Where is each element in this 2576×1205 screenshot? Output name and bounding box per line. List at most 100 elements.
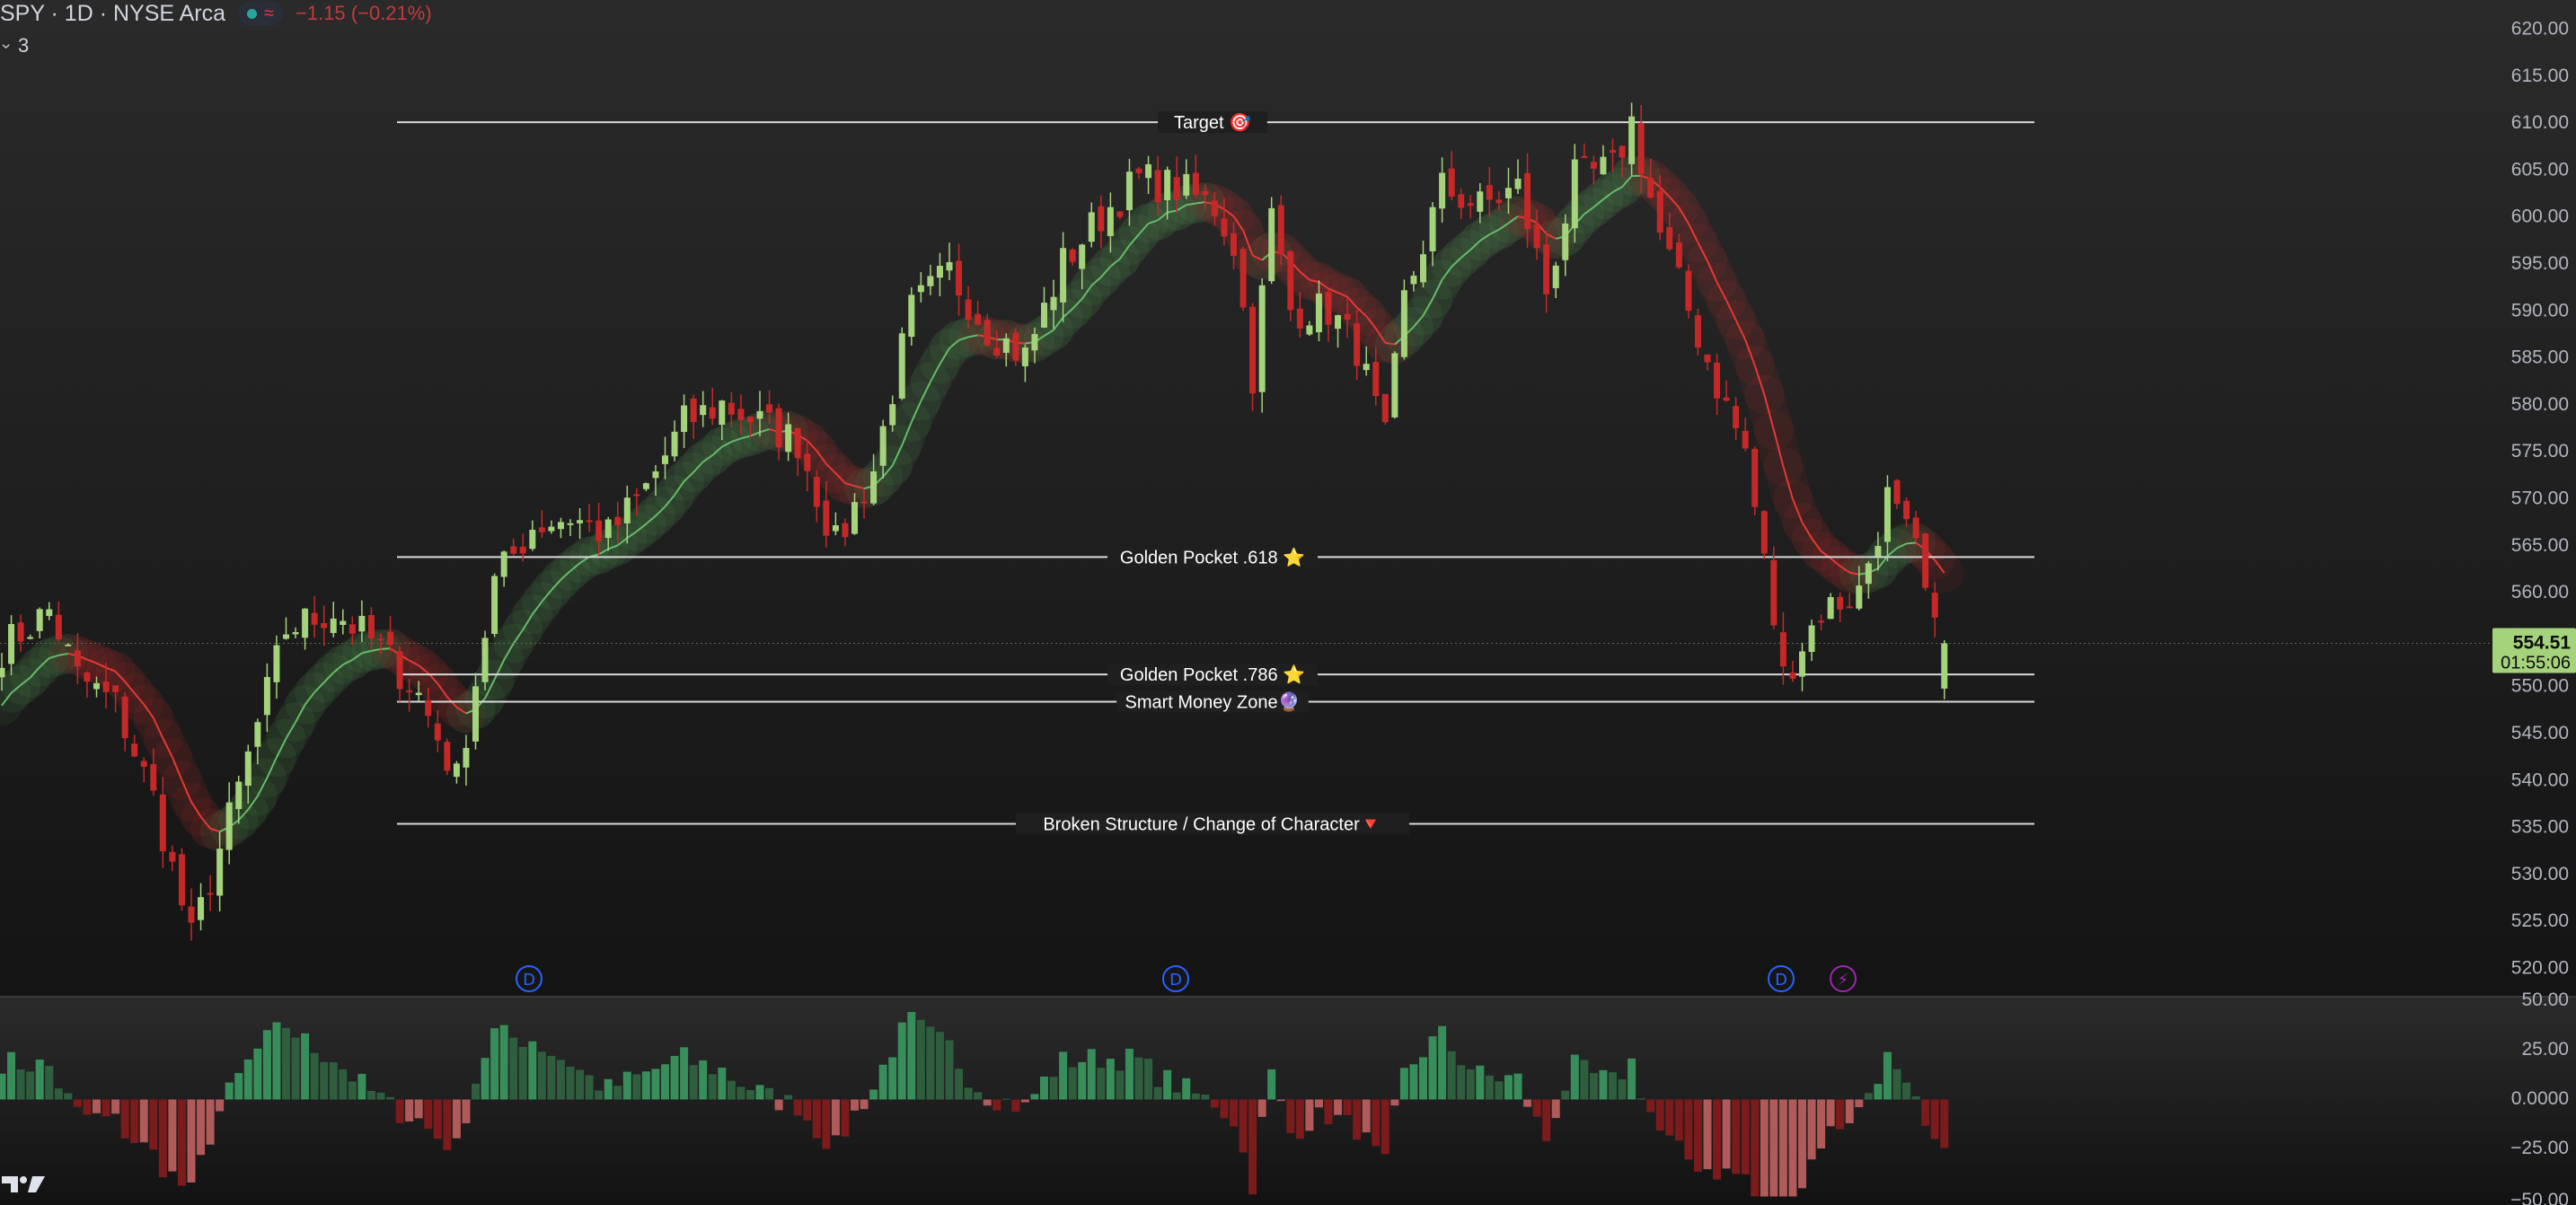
ma-line-segment — [854, 485, 865, 490]
candle — [709, 387, 716, 426]
candle — [1524, 153, 1531, 249]
candle — [1296, 291, 1303, 338]
dividend-marker-icon[interactable]: D — [1768, 965, 1795, 992]
candle — [870, 453, 878, 506]
market-status-pill[interactable]: ≈ — [238, 1, 283, 26]
annotation-lines[interactable]: Target 🎯 Golden Pocket .618 ⭐ Golden Pocke… — [0, 111, 2492, 835]
candle-body — [548, 526, 555, 532]
histogram-bar — [158, 1099, 167, 1178]
price-axis-label: 595.00 — [2511, 253, 2569, 274]
histogram-bar — [1751, 1099, 1760, 1197]
candle — [1448, 150, 1455, 201]
ma-line-segment — [664, 494, 675, 507]
candle — [1779, 611, 1786, 685]
price-tag-bg — [2492, 628, 2576, 673]
candle — [823, 480, 830, 548]
histogram-bar — [604, 1078, 613, 1100]
candle — [1031, 327, 1038, 364]
annotation-1[interactable]: Golden Pocket .618 ⭐ — [397, 546, 2034, 568]
candle-body — [1571, 159, 1578, 229]
annotation-2[interactable]: Golden Pocket .786 ⭐ — [397, 664, 2034, 686]
candle-body — [595, 520, 603, 541]
ma-line-segment — [361, 649, 372, 655]
annotation-0[interactable]: Target 🎯 — [397, 111, 2034, 134]
candle — [671, 420, 678, 462]
histogram-bar — [348, 1081, 357, 1100]
ma-line-segment — [1432, 278, 1443, 300]
histogram-bar — [1807, 1099, 1816, 1160]
earnings-flash-icon[interactable]: ⚡ — [1830, 965, 1857, 992]
candle — [1116, 211, 1124, 220]
candle-body — [813, 477, 820, 507]
candle-body — [538, 527, 545, 532]
histogram-bar — [1798, 1099, 1806, 1189]
ma-line-segment — [1725, 300, 1737, 321]
candle-body — [908, 295, 915, 338]
ma-line-segment — [1934, 559, 1945, 574]
ma-line-segment — [1374, 328, 1387, 344]
indicators-toggle[interactable]: › 3 — [0, 34, 29, 57]
histogram-bar — [907, 1011, 916, 1100]
candle-body — [1249, 306, 1257, 394]
price-axis[interactable]: 620.00 615.00 610.00 605.00 600.00 595.00 590.… — [2492, 19, 2576, 1205]
candle-body — [1041, 303, 1047, 328]
candle-body — [358, 615, 366, 632]
candle — [1628, 102, 1636, 176]
histogram-bar — [1930, 1099, 1939, 1139]
candle — [1903, 497, 1910, 527]
ma-line-segment — [1053, 316, 1064, 331]
ma-line-segment — [1232, 215, 1244, 232]
candle-body — [1922, 533, 1929, 588]
ma-line-segment — [1877, 555, 1889, 569]
ma-line-segment — [1488, 228, 1500, 235]
candle — [936, 252, 943, 296]
symbol-legend[interactable]: SPY · 1D · NYSE Arca ≈ −1.15 (−0.21%) — [0, 0, 432, 27]
ma-line-segment — [1592, 198, 1604, 208]
candle-body — [1600, 156, 1607, 175]
candle-body — [1562, 223, 1569, 260]
histogram-bar — [613, 1086, 622, 1100]
histogram-bar — [310, 1052, 319, 1100]
histogram-bar — [433, 1099, 442, 1139]
candle — [273, 635, 280, 699]
candle — [633, 488, 640, 516]
histogram-bar — [1078, 1061, 1087, 1100]
candle — [1656, 175, 1663, 241]
ma-line-segment — [322, 672, 334, 683]
ma-line-segment — [816, 450, 827, 465]
candle — [1277, 195, 1284, 266]
ma-line-segment — [190, 801, 202, 818]
histogram-bar — [1030, 1094, 1039, 1100]
ma-line-segment — [1782, 466, 1794, 500]
dividend-marker-icon[interactable]: D — [516, 965, 543, 992]
candle-body — [709, 407, 716, 419]
candle — [396, 646, 403, 702]
histogram-bar — [1618, 1079, 1627, 1100]
tradingview-logo-icon[interactable] — [0, 1173, 47, 1194]
candle — [860, 489, 868, 519]
annotation-4[interactable]: Broken Structure / Change of Character🔻 — [397, 813, 2034, 835]
candle-body — [775, 408, 782, 448]
candle — [263, 663, 270, 733]
candle-body — [1610, 150, 1616, 154]
annotation-3[interactable]: Smart Money Zone🔮 — [397, 690, 2034, 713]
candle — [1912, 510, 1919, 542]
candle-body — [1619, 145, 1626, 158]
histogram-bar — [93, 1099, 101, 1113]
price-axis-label: 620.00 — [2511, 19, 2569, 40]
candle-body — [1883, 487, 1891, 542]
histogram-bar — [1864, 1093, 1873, 1100]
symbol-title[interactable]: SPY · 1D · NYSE Arca — [0, 0, 226, 26]
ma-line-segment — [39, 657, 50, 668]
histogram-bar — [566, 1066, 575, 1100]
candle — [690, 394, 697, 439]
dividend-marker-icon[interactable]: D — [1162, 965, 1189, 992]
candle — [1145, 155, 1152, 195]
ma-line-segment — [58, 652, 69, 656]
candle-body — [1799, 651, 1805, 677]
candle-body — [1381, 393, 1389, 423]
histogram-bar — [225, 1082, 234, 1100]
